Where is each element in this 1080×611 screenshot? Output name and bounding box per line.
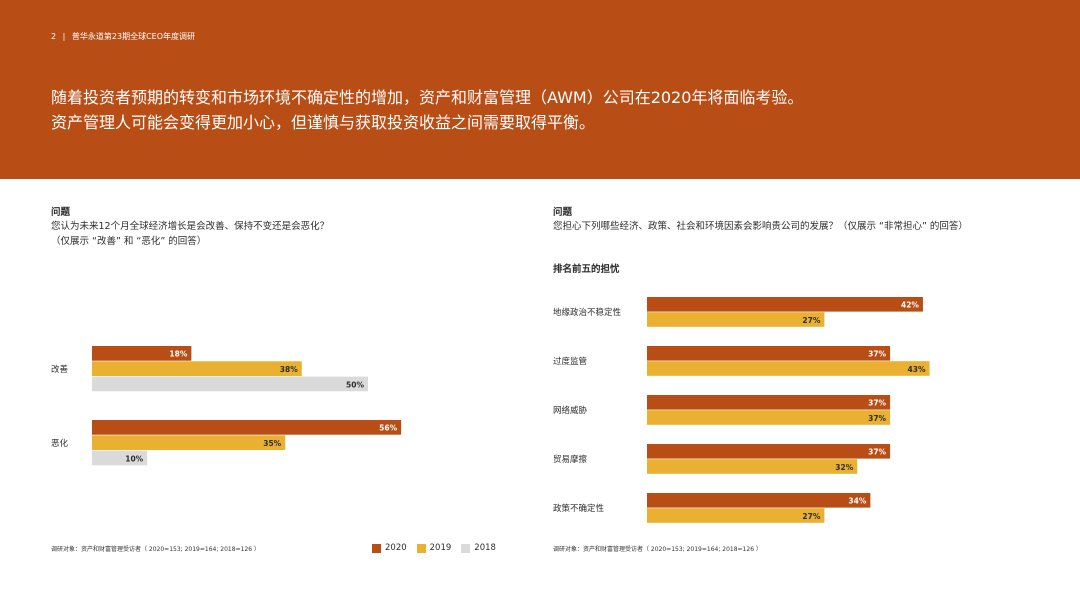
left-question-label: 问题	[51, 207, 71, 218]
right-bar-2020-1	[647, 346, 891, 361]
right-bar-2020-2	[647, 395, 891, 410]
right-data-label-2019-2: 37%	[868, 414, 886, 423]
legend-item-2018: 2018	[461, 543, 496, 553]
headline: 随着投资者预期的转变和市场环境不确定性的增加，资产和财富管理（AWM）公司在20…	[51, 85, 803, 135]
right-category-label-2: 网络威胁	[553, 405, 588, 416]
right-bar-2020-4	[647, 493, 871, 508]
left-bar-2018-1	[92, 450, 148, 466]
right-category-label-1: 过度监管	[553, 356, 587, 367]
legend-swatch-2020	[372, 543, 381, 553]
left-category-label-1: 恶化	[51, 438, 69, 449]
right-bar-2019-4	[647, 508, 825, 523]
left-category-label-0: 改善	[51, 364, 69, 375]
left-bar-2020-1	[92, 420, 402, 435]
legend-swatch-2018	[461, 543, 471, 553]
right-category-label-3: 贸易摩擦	[553, 454, 588, 465]
right-bar-2019-1	[647, 361, 930, 376]
right-bar-2019-0	[647, 312, 825, 327]
left-question-line-2: （仅展示 “改善” 和 “恶化” 的回答）	[51, 236, 207, 247]
left-bar-2019-0	[92, 361, 302, 376]
right-bar-2020-3	[647, 444, 891, 459]
left-bar-2020-0	[92, 346, 192, 361]
right-data-label-2019-3: 32%	[835, 463, 853, 472]
legend-swatch-2019	[416, 543, 426, 553]
left-data-label-2019-0: 38%	[280, 365, 298, 374]
header-banner: 2 | 普华永道第23期全球CEO年度调研 随着投资者预期的转变和市场环境不确定…	[0, 0, 1080, 179]
headline-line-2: 资产管理人可能会变得更加小心，但谨慎与获取投资收益之间需要取得平衡。	[51, 113, 596, 132]
right-subheading: 排名前五的担忧	[553, 264, 620, 275]
left-question-line-1: 您认为未来12个月全球经济增长是会改善、保持不变还是会恶化？	[51, 221, 330, 232]
legend-label-2019: 2019	[429, 543, 452, 553]
headline-line-1: 随着投资者预期的转变和市场环境不确定性的增加，资产和财富管理（AWM）公司在20…	[51, 88, 804, 107]
right-bar-2019-2	[647, 410, 891, 425]
page-header-line: 2 | 普华永道第23期全球CEO年度调研	[51, 31, 195, 42]
right-data-label-2020-1: 37%	[868, 350, 886, 359]
right-data-label-2019-0: 27%	[802, 316, 820, 325]
right-bar-2020-0	[647, 297, 923, 312]
right-category-label-4: 政策不确定性	[553, 503, 605, 514]
left-footnote: 调研对象：资产和财富管理受访者（ 2020=153; 2019=164; 201…	[51, 546, 260, 553]
right-data-label-2020-0: 42%	[901, 301, 919, 310]
right-bar-2019-3	[647, 459, 858, 474]
left-data-label-2019-1: 35%	[263, 439, 281, 448]
right-footnote: 调研对象：资产和财富管理受访者（ 2020=153; 2019=164; 201…	[553, 546, 762, 553]
report-title: 普华永道第23期全球CEO年度调研	[71, 32, 196, 41]
legend-item-2019: 2019	[416, 543, 452, 553]
page-number: 2	[51, 32, 57, 41]
left-data-label-2018-1: 10%	[125, 454, 143, 463]
right-data-label-2020-2: 37%	[868, 399, 886, 408]
right-data-label-2020-3: 37%	[868, 448, 886, 457]
legend: 2020 2019 2018	[372, 543, 506, 553]
separator: |	[62, 32, 66, 41]
right-data-label-2020-4: 34%	[848, 497, 866, 506]
right-data-label-2019-4: 27%	[802, 512, 820, 521]
right-question-label: 问题	[553, 207, 573, 218]
left-bar-2019-1	[92, 435, 286, 450]
right-data-label-2019-1: 43%	[908, 365, 926, 374]
right-question-text: 您担心下列哪些经济、政策、社会和环境因素会影响贵公司的发展？（仅展示 “非常担心…	[553, 221, 968, 232]
legend-label-2018: 2018	[474, 543, 496, 553]
legend-item-2020: 2020	[372, 543, 407, 553]
right-category-label-0: 地缘政治不稳定性	[553, 307, 622, 318]
left-data-label-2020-1: 56%	[379, 424, 397, 433]
left-bar-2018-0	[92, 376, 368, 392]
left-question-text: 您认为未来12个月全球经济增长是会改善、保持不变还是会恶化？ （仅展示 “改善”…	[51, 219, 329, 249]
legend-label-2020: 2020	[385, 543, 407, 553]
left-data-label-2018-0: 50%	[346, 380, 364, 389]
left-data-label-2020-0: 18%	[169, 350, 187, 359]
